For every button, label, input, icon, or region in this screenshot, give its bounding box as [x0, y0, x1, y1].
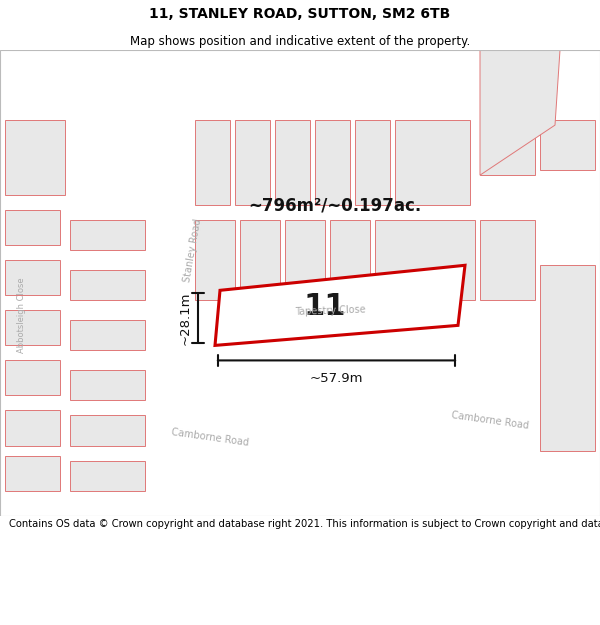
- Text: Camborne Road: Camborne Road: [170, 427, 250, 448]
- Bar: [275, 120, 310, 205]
- Polygon shape: [215, 265, 465, 346]
- Text: Stanley Road: Stanley Road: [182, 217, 203, 283]
- Text: Abbotsleigh Close: Abbotsleigh Close: [17, 278, 26, 353]
- Bar: [395, 120, 470, 205]
- Bar: [375, 220, 475, 301]
- Polygon shape: [155, 110, 235, 516]
- Text: Contains OS data © Crown copyright and database right 2021. This information is : Contains OS data © Crown copyright and d…: [9, 519, 600, 529]
- Bar: [285, 220, 325, 301]
- Text: ~28.1m: ~28.1m: [179, 291, 192, 344]
- Bar: [480, 120, 535, 175]
- Bar: [70, 461, 145, 491]
- Polygon shape: [480, 50, 560, 175]
- Bar: [5, 120, 65, 195]
- Bar: [315, 120, 350, 205]
- Bar: [235, 120, 270, 205]
- Bar: [540, 120, 595, 170]
- Bar: [355, 120, 390, 205]
- Text: ~796m²/~0.197ac.: ~796m²/~0.197ac.: [248, 196, 422, 214]
- Bar: [480, 220, 535, 301]
- Bar: [5, 260, 60, 296]
- Bar: [5, 361, 60, 396]
- Bar: [5, 311, 60, 346]
- Bar: [5, 411, 60, 446]
- Bar: [70, 220, 145, 250]
- Bar: [70, 321, 145, 351]
- Bar: [70, 416, 145, 446]
- Bar: [5, 210, 60, 245]
- Polygon shape: [195, 301, 490, 318]
- Bar: [195, 220, 235, 301]
- Bar: [540, 265, 595, 451]
- Polygon shape: [0, 396, 600, 461]
- Bar: [5, 456, 60, 491]
- Text: 11: 11: [303, 292, 346, 321]
- Bar: [70, 371, 145, 401]
- Text: Map shows position and indicative extent of the property.: Map shows position and indicative extent…: [130, 35, 470, 48]
- Text: 11, STANLEY ROAD, SUTTON, SM2 6TB: 11, STANLEY ROAD, SUTTON, SM2 6TB: [149, 8, 451, 21]
- Text: ~57.9m: ~57.9m: [310, 372, 363, 386]
- Bar: [330, 220, 370, 301]
- Bar: [70, 270, 145, 301]
- Text: Camborne Road: Camborne Road: [451, 410, 529, 431]
- Bar: [240, 220, 280, 301]
- Bar: [195, 120, 230, 205]
- Text: Tapestry Close: Tapestry Close: [295, 304, 365, 317]
